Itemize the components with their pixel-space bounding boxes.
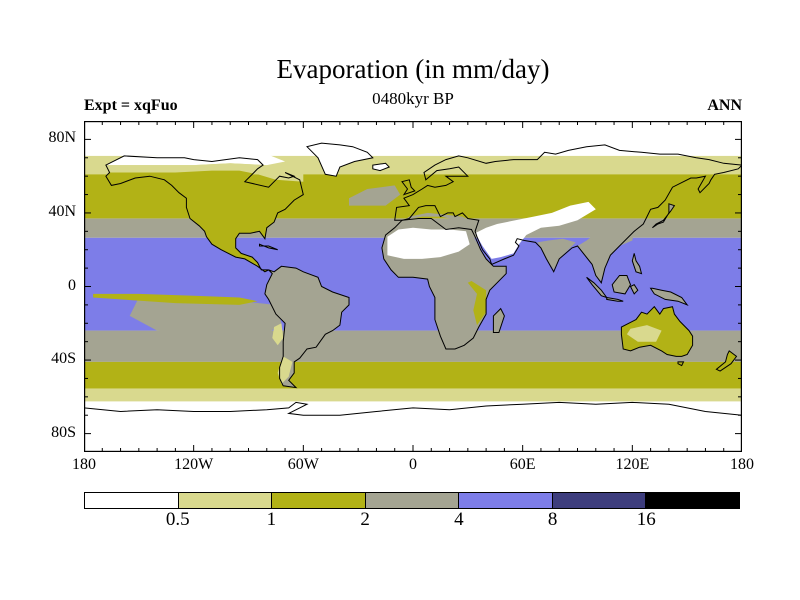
coast-new-guinea [649,287,689,307]
coast-borneo [611,275,632,295]
y-axis-label-80S: 80S [51,423,76,441]
coast-japan [652,203,676,229]
world-contour-map [84,121,742,452]
mediterranean-gray [403,212,477,230]
coast-iceland [372,162,391,172]
land-philippines [632,253,642,274]
colorbar-segment-pale [177,492,273,509]
y-axis-label-40N: 40N [48,202,76,220]
zonal-band-pale [84,388,742,402]
colorbar-label-1: 1 [266,509,277,530]
east-africa-olive [467,281,487,326]
colorbar-segment-navy [551,492,647,509]
north-atlantic-gray [349,185,401,206]
australia-interior-pale [626,325,662,342]
coast-south-america [264,265,350,389]
colorbar-label-4: 4 [454,509,464,530]
land-borneo [612,275,631,294]
sahara-white [387,227,470,259]
land-south-america [264,266,349,388]
colorbar-segment-olive [271,492,366,509]
coast-north-america [105,155,304,273]
arabia-central-asia-white [475,201,596,259]
coast-madagascar [492,307,505,333]
colorbar-segment-gray [364,492,460,509]
land-sumatra [586,277,607,298]
season-label: ANN [707,97,742,114]
north-america-subarctic-pale [105,163,304,182]
colorbar-segment-blue [458,492,553,509]
y-axis-label-40S: 40S [51,350,76,368]
red-sea-blue [473,236,492,265]
x-axis-label-180: 180 [730,456,754,473]
map-frame [84,121,742,452]
southeast-asia-gray [577,229,635,281]
x-axis-label-120E: 120E [615,456,650,473]
coast-greenland [306,142,374,177]
se-pacific-gray [129,297,282,337]
land-madagascar [493,308,505,333]
equatorial-pacific-olive-tongue [93,293,258,305]
coast-new-zealand [715,350,738,372]
colorbar [84,492,741,509]
x-axis-label-60E: 60E [509,456,536,473]
x-axis-label-60W: 60W [287,456,319,473]
experiment-label: Expt = xqFuo [84,97,178,114]
x-axis-label-0: 0 [409,456,417,473]
colorbar-label-2: 2 [360,509,370,530]
coast-philippines [631,253,643,275]
colorbar-segment-white [84,492,179,509]
x-axis-label-180: 180 [72,456,96,473]
coast-cuba [259,243,278,251]
x-axis-label-120W: 120W [174,456,214,473]
colorbar-label-16: 16 [636,509,656,530]
coast-sulawesi [629,284,639,295]
colorbar-label-8: 8 [547,509,558,530]
land-north-america [105,155,304,272]
land-new-zealand [716,350,737,372]
land-iceland [372,163,390,171]
north-america-arctic-white [105,152,286,166]
y-axis-label-80N: 80N [48,129,76,147]
coast-tasmania [677,361,685,367]
coast-great-britain [401,179,416,196]
figure-subtitle: 0480kyr BP [372,89,454,108]
land-antarctica [84,402,742,452]
land-greenland [307,143,373,177]
chile-coast-pale [272,323,284,346]
zonal-band-olive [84,361,742,389]
figure-title: Evaporation (in mm/day) [276,54,550,84]
india-gray [537,238,576,270]
colorbar-segment-black [645,492,741,509]
coast-java [606,296,624,302]
colorbar-label-0.5: 0.5 [165,509,190,530]
coast-eurasia [394,144,742,284]
coast-antarctica [84,401,742,452]
coast-africa [381,218,507,350]
y-axis-label-0: 0 [68,276,76,294]
coast-australia [620,305,694,357]
